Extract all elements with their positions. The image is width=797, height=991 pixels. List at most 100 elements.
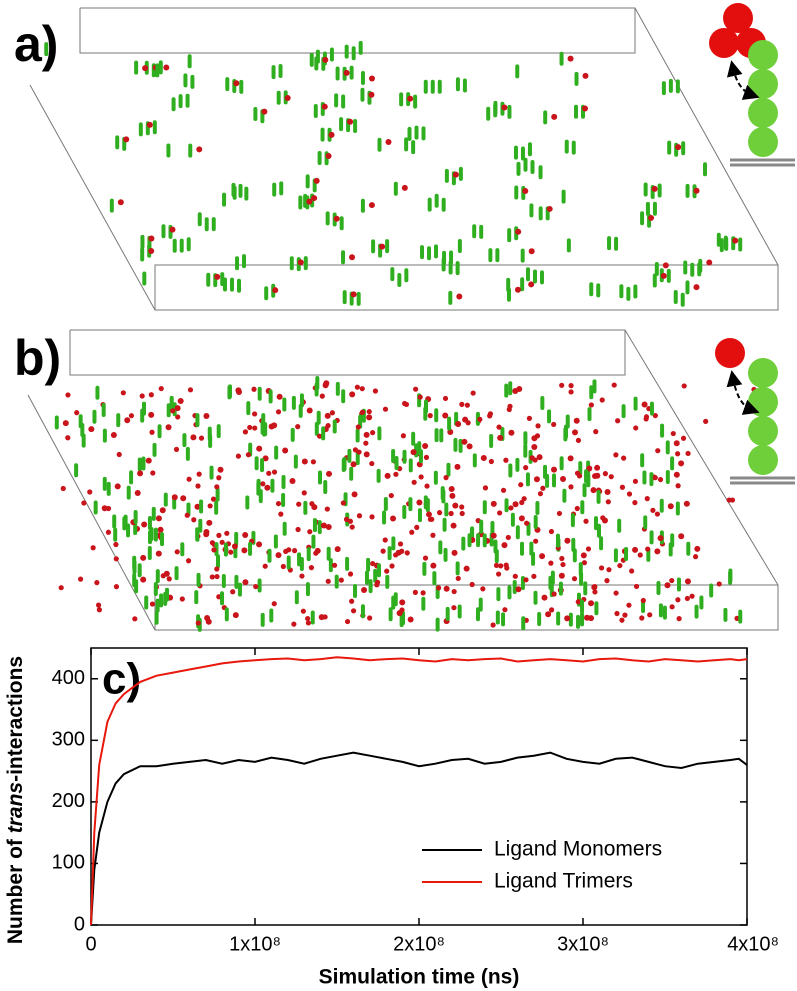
receptor xyxy=(179,238,184,253)
ligand xyxy=(502,607,508,613)
ligand xyxy=(414,524,420,530)
ligand xyxy=(451,605,457,611)
ligand xyxy=(203,413,210,420)
ligand xyxy=(407,95,414,102)
receptor xyxy=(584,469,589,484)
ligand xyxy=(301,490,307,496)
ligand xyxy=(305,615,311,622)
ligand xyxy=(260,481,266,487)
ligand xyxy=(567,455,574,462)
receptor xyxy=(198,518,203,533)
ligand xyxy=(256,541,263,548)
receptor xyxy=(341,389,346,404)
icon-arrow xyxy=(726,370,760,415)
ligand xyxy=(328,131,335,138)
ligand xyxy=(548,560,554,566)
ligand xyxy=(684,595,690,602)
ligand xyxy=(203,531,210,538)
ligand xyxy=(252,411,258,417)
receptor xyxy=(441,257,446,272)
receptor xyxy=(440,486,445,501)
ligand xyxy=(245,452,252,458)
x-tick-label: 4x10⁸ xyxy=(727,933,779,955)
ligand xyxy=(582,72,589,79)
receptor xyxy=(649,530,654,545)
ligand xyxy=(539,553,546,560)
receptor xyxy=(434,408,439,423)
receptor xyxy=(310,610,315,625)
receptor xyxy=(435,617,440,632)
receptor xyxy=(311,534,316,549)
ligand xyxy=(703,418,709,424)
y-tick-label: 200 xyxy=(52,790,85,812)
ligand xyxy=(216,532,222,538)
receptor xyxy=(325,211,330,226)
ligand xyxy=(497,510,503,516)
receptor xyxy=(476,533,481,548)
ligand xyxy=(657,535,664,542)
ligand xyxy=(500,487,507,493)
receptor xyxy=(237,278,242,293)
ligand xyxy=(402,400,408,407)
ligand xyxy=(732,237,739,244)
ligand xyxy=(372,388,379,394)
ligand xyxy=(289,478,296,485)
ligand xyxy=(349,524,355,530)
receptor xyxy=(134,579,139,594)
ligand xyxy=(436,510,443,516)
ligand xyxy=(469,581,475,588)
receptor xyxy=(467,533,472,548)
box-outline xyxy=(69,330,626,376)
receptor xyxy=(694,604,699,619)
ligand xyxy=(216,475,222,481)
receptor xyxy=(234,531,239,546)
ligand xyxy=(65,392,71,398)
receptor xyxy=(318,470,323,485)
receptor xyxy=(286,555,291,570)
receptor xyxy=(360,70,365,85)
receptor xyxy=(589,282,594,297)
ligand xyxy=(286,547,292,553)
receptor xyxy=(223,542,228,557)
receptor xyxy=(703,162,708,177)
ligand xyxy=(512,573,518,579)
ligand xyxy=(105,529,112,535)
ligand xyxy=(508,429,515,436)
molecules xyxy=(44,40,743,307)
receptor xyxy=(535,501,540,516)
ligand xyxy=(652,475,658,481)
receptor xyxy=(341,94,346,109)
receptor xyxy=(399,92,404,107)
ligand xyxy=(423,454,430,460)
ligand xyxy=(662,262,669,269)
ligand xyxy=(605,499,611,505)
ligand xyxy=(347,571,354,577)
ligand xyxy=(94,580,100,586)
ligand xyxy=(535,423,541,429)
ligand xyxy=(196,471,202,477)
ligand xyxy=(95,602,102,608)
ligand xyxy=(598,565,605,571)
receptor xyxy=(654,261,659,276)
receptor xyxy=(339,117,344,132)
receptor xyxy=(397,273,402,288)
ligand xyxy=(409,529,415,535)
receptor xyxy=(199,499,204,514)
ligand xyxy=(651,185,658,192)
receptor xyxy=(276,90,281,105)
ligand xyxy=(214,566,220,572)
ligand xyxy=(195,483,201,489)
receptor xyxy=(123,514,128,529)
ligand xyxy=(551,466,558,473)
ligand xyxy=(430,532,436,538)
ligand xyxy=(567,55,574,62)
receptor xyxy=(495,248,500,263)
ligand xyxy=(368,91,375,98)
ligand xyxy=(541,594,548,601)
ligand xyxy=(531,444,538,451)
ligand xyxy=(528,248,535,255)
ligand xyxy=(614,610,620,617)
receptor xyxy=(626,286,631,301)
receptor xyxy=(351,46,356,61)
